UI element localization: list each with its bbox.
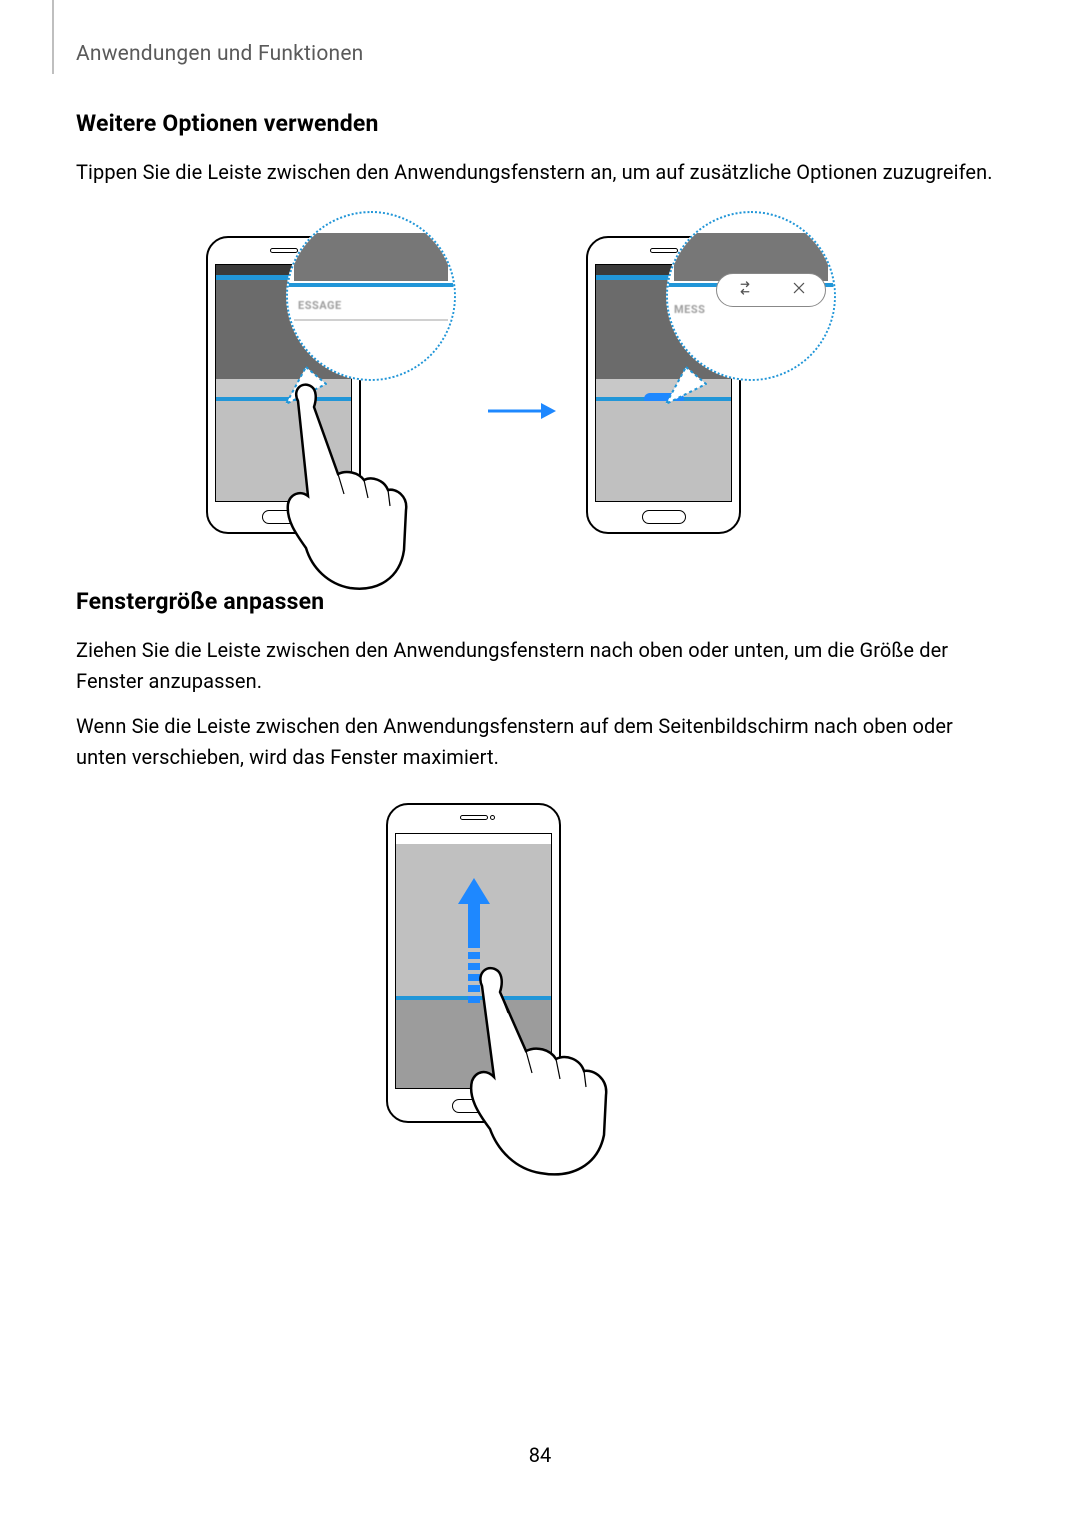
phone-camera (490, 815, 495, 820)
heading-resize: Fenstergröße anpassen (76, 588, 1004, 615)
heading-more-options: Weitere Optionen verwenden (76, 110, 1004, 137)
swap-icon (736, 279, 754, 302)
mag-label-text: ESSAGE (298, 299, 342, 312)
magnifier-1: ESSAGE (286, 211, 456, 381)
section-2: Fenstergröße anpassen Ziehen Sie die Lei… (76, 588, 1004, 1131)
page-margin-rule (52, 0, 54, 74)
mag-label-text-2: MESS (674, 303, 705, 316)
options-pill (716, 273, 826, 307)
close-icon (791, 280, 807, 301)
lower-app-window (596, 401, 731, 501)
para-more-options: Tippen Sie die Leiste zwischen den Anwen… (76, 157, 1004, 188)
home-button (452, 1099, 496, 1113)
lower-app-window (216, 401, 351, 501)
home-button (642, 510, 686, 524)
mag-tail-1 (281, 366, 341, 416)
mag-tail-2 (661, 366, 721, 416)
header-section-label: Anwendungen und Funktionen (76, 42, 363, 66)
mag-upper-region (294, 233, 448, 281)
para-resize-1: Ziehen Sie die Leiste zwischen den Anwen… (76, 635, 1004, 697)
phone-speaker (460, 815, 488, 820)
drag-up-arrow-icon (454, 878, 494, 1008)
arrow-right-icon (486, 401, 556, 421)
lower-app-window (396, 1000, 551, 1088)
phone-illustration-3 (386, 803, 561, 1123)
magnifier-2: MESS (666, 211, 836, 381)
figure-3 (76, 791, 1004, 1131)
page-number: 84 (529, 1443, 551, 1467)
section-1: Weitere Optionen verwenden Tippen Sie di… (76, 110, 1004, 646)
home-button (262, 510, 306, 524)
figure-row-1: ESSAGE (76, 216, 1004, 606)
phone-screen-3 (395, 833, 552, 1089)
mag-line (294, 319, 448, 321)
para-resize-2: Wenn Sie die Leiste zwischen den Anwendu… (76, 711, 1004, 773)
status-bar (396, 834, 551, 844)
